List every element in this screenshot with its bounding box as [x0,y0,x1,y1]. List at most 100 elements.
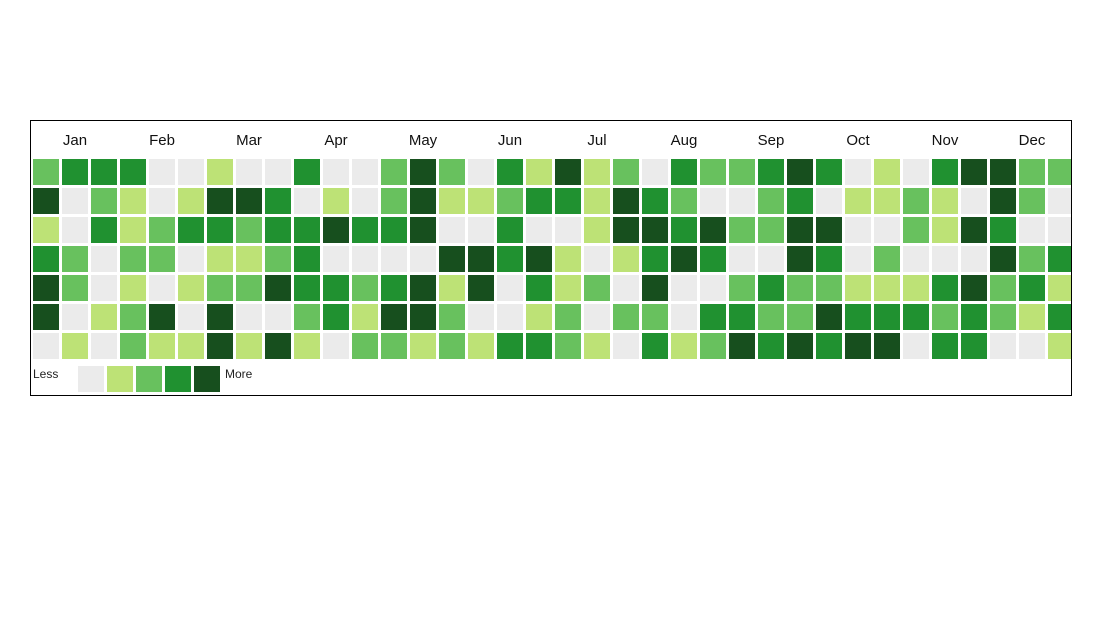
heatmap-cell [120,246,146,272]
heatmap-cell [439,217,465,243]
heatmap-cell [845,246,871,272]
heatmap-cell [207,275,233,301]
heatmap-cell [700,159,726,185]
heatmap-cell [468,217,494,243]
heatmap-cell [468,188,494,214]
heatmap-cell [932,188,958,214]
heatmap-cell [787,304,813,330]
heatmap-cell [845,188,871,214]
heatmap-cells [33,159,1071,359]
heatmap-cell [526,159,552,185]
heatmap-cell [729,275,755,301]
heatmap-cell [410,275,436,301]
heatmap-cell [265,304,291,330]
heatmap-cell [439,188,465,214]
heatmap-cell [1019,188,1045,214]
heatmap-cell [700,304,726,330]
heatmap-cell [439,246,465,272]
heatmap-cell [961,333,987,359]
heatmap-cell [33,217,59,243]
heatmap-cell [613,188,639,214]
heatmap-cell [700,188,726,214]
heatmap-cell [120,304,146,330]
heatmap-cell [120,188,146,214]
heatmap-cell [323,217,349,243]
legend-swatch-level-4 [194,366,220,392]
heatmap-cell [816,188,842,214]
heatmap-cell [236,217,262,243]
heatmap-cell [91,246,117,272]
heatmap-cell [874,188,900,214]
heatmap-cell [758,217,784,243]
heatmap-cell [91,188,117,214]
heatmap-cell [294,188,320,214]
heatmap-cell [236,159,262,185]
heatmap-cell [787,275,813,301]
heatmap-cell [91,159,117,185]
heatmap-cell [497,188,523,214]
heatmap-cell [33,188,59,214]
heatmap-cell [671,188,697,214]
heatmap-cell [33,333,59,359]
heatmap-cell [91,304,117,330]
heatmap-cell [120,275,146,301]
heatmap-cell [381,275,407,301]
heatmap-cell [816,246,842,272]
heatmap-cell [903,304,929,330]
month-label-sep: Sep [758,132,785,149]
heatmap-cell [758,159,784,185]
heatmap-cell [1048,246,1071,272]
heatmap-cell [555,275,581,301]
heatmap-cell [758,275,784,301]
heatmap-cell [1048,217,1071,243]
heatmap-cell [236,304,262,330]
heatmap-cell [236,275,262,301]
heatmap-cell [584,304,610,330]
heatmap-cell [845,217,871,243]
heatmap-cell [207,217,233,243]
heatmap-cell [468,333,494,359]
heatmap-cell [613,217,639,243]
heatmap-cell [381,246,407,272]
heatmap-cell [555,304,581,330]
heatmap-cell [642,275,668,301]
heatmap-cell [410,188,436,214]
heatmap-cell [874,246,900,272]
heatmap-cell [468,275,494,301]
heatmap-cell [642,188,668,214]
heatmap-cell [410,304,436,330]
heatmap-cell [526,246,552,272]
heatmap-cell [816,304,842,330]
heatmap-cell [990,333,1016,359]
heatmap-cell [700,333,726,359]
heatmap-cell [91,217,117,243]
heatmap-cell [874,304,900,330]
heatmap-cell [874,217,900,243]
heatmap-cell [729,188,755,214]
heatmap-cell [323,246,349,272]
heatmap-cell [149,275,175,301]
heatmap-cell [642,333,668,359]
heatmap-cell [1048,159,1071,185]
heatmap-cell [671,246,697,272]
heatmap-cell [729,246,755,272]
heatmap-cell [642,246,668,272]
heatmap-cell [700,275,726,301]
heatmap-cell [990,159,1016,185]
heatmap-cell [758,333,784,359]
heatmap-cell [700,217,726,243]
heatmap-cell [33,159,59,185]
heatmap-cell [62,275,88,301]
heatmap-cell [352,217,378,243]
heatmap-cell [961,304,987,330]
heatmap-cell [787,246,813,272]
heatmap-cell [729,159,755,185]
heatmap-cell [439,159,465,185]
heatmap-cell [990,217,1016,243]
heatmap-cell [294,217,320,243]
heatmap-cell [613,159,639,185]
heatmap-cell [294,304,320,330]
heatmap-cell [613,246,639,272]
legend-swatch-level-1 [107,366,133,392]
legend-swatch-level-2 [136,366,162,392]
